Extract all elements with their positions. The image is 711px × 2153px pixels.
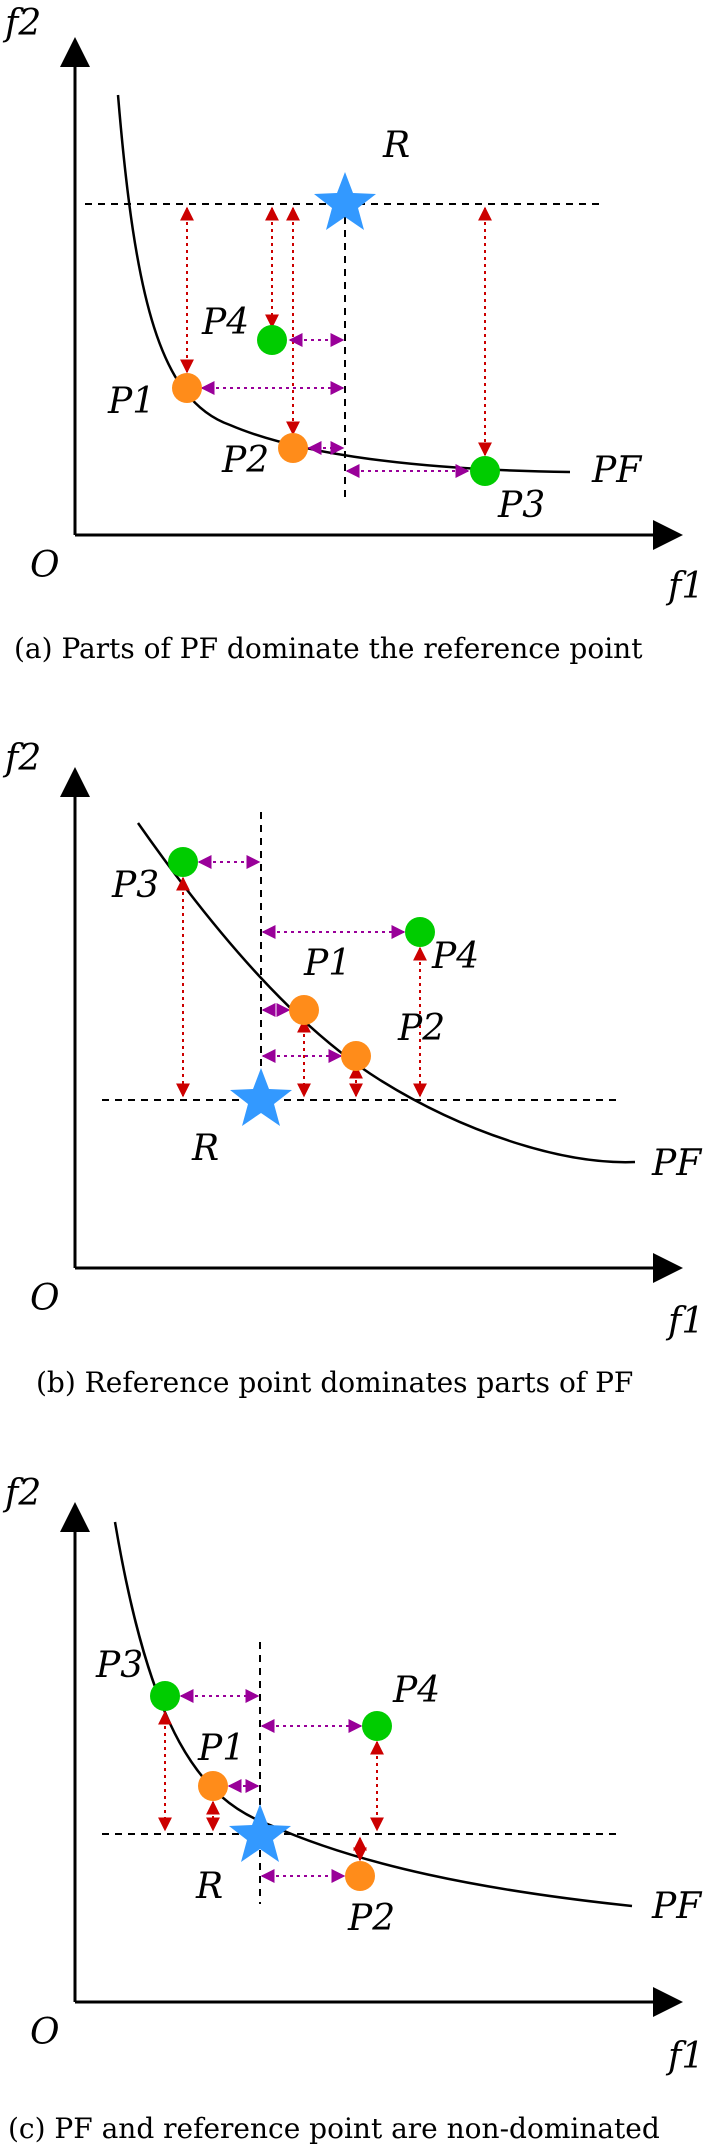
p4-label: P4: [392, 1670, 440, 1711]
point-p2: [278, 433, 308, 463]
p3-label: P3: [95, 1645, 143, 1686]
y-axis-label: f2: [2, 738, 41, 779]
point-p2: [341, 1041, 371, 1071]
reference-point-star: [230, 1068, 292, 1126]
point-p4: [362, 1711, 392, 1741]
point-p3: [150, 1681, 180, 1711]
pf-label: PF: [651, 1886, 703, 1927]
reference-label: R: [195, 1866, 223, 1907]
point-p2: [345, 1861, 375, 1891]
y-axis-label: f2: [2, 3, 41, 44]
x-axis-label: f1: [665, 2036, 704, 2077]
x-axis-label: f1: [665, 566, 704, 607]
p2-label: P2: [347, 1898, 395, 1939]
pf-label: PF: [651, 1143, 703, 1184]
panel-a: f2 f1 O PF R P1 P2 P3 P4 (a) Parts of PF…: [2, 3, 704, 665]
p4-label: P4: [431, 936, 479, 977]
p3-label: P3: [111, 865, 159, 906]
pareto-front-curve: [136, 822, 636, 1164]
point-p3: [168, 847, 198, 877]
p1-label: P1: [303, 943, 351, 984]
point-p1: [198, 1771, 228, 1801]
point-p1: [289, 995, 319, 1025]
pf-label: PF: [591, 450, 643, 491]
origin-label: O: [30, 1278, 60, 1319]
point-p1: [172, 373, 202, 403]
caption-c: (c) PF and reference point are non-domin…: [8, 2112, 660, 2145]
p3-label: P3: [497, 485, 545, 526]
caption-a: (a) Parts of PF dominate the reference p…: [14, 632, 643, 665]
p2-label: P2: [397, 1008, 445, 1049]
p1-label: P1: [197, 1728, 245, 1769]
panel-c: f2 f1 O PF P3 P4 P1 P2 R (c) PF and refe…: [2, 1473, 704, 2145]
reference-label: R: [382, 125, 410, 166]
caption-b: (b) Reference point dominates parts of P…: [36, 1366, 633, 1399]
origin-label: O: [30, 2012, 60, 2053]
panel-b: f2 f1 O PF P3 P4 P1 P2 R (b) Reference p…: [2, 738, 704, 1399]
reference-label: R: [191, 1128, 219, 1169]
pareto-front-curve: [113, 1521, 633, 1908]
p2-label: P2: [221, 440, 269, 481]
p1-label: P1: [107, 381, 155, 422]
x-axis-label: f1: [665, 1301, 704, 1342]
point-p3: [470, 456, 500, 486]
reference-point-star: [229, 1804, 291, 1862]
origin-label: O: [30, 545, 60, 586]
reference-point-star: [314, 172, 376, 230]
p4-label: P4: [201, 302, 249, 343]
y-axis-label: f2: [2, 1473, 41, 1514]
point-p4: [405, 917, 435, 947]
point-p4: [257, 325, 287, 355]
